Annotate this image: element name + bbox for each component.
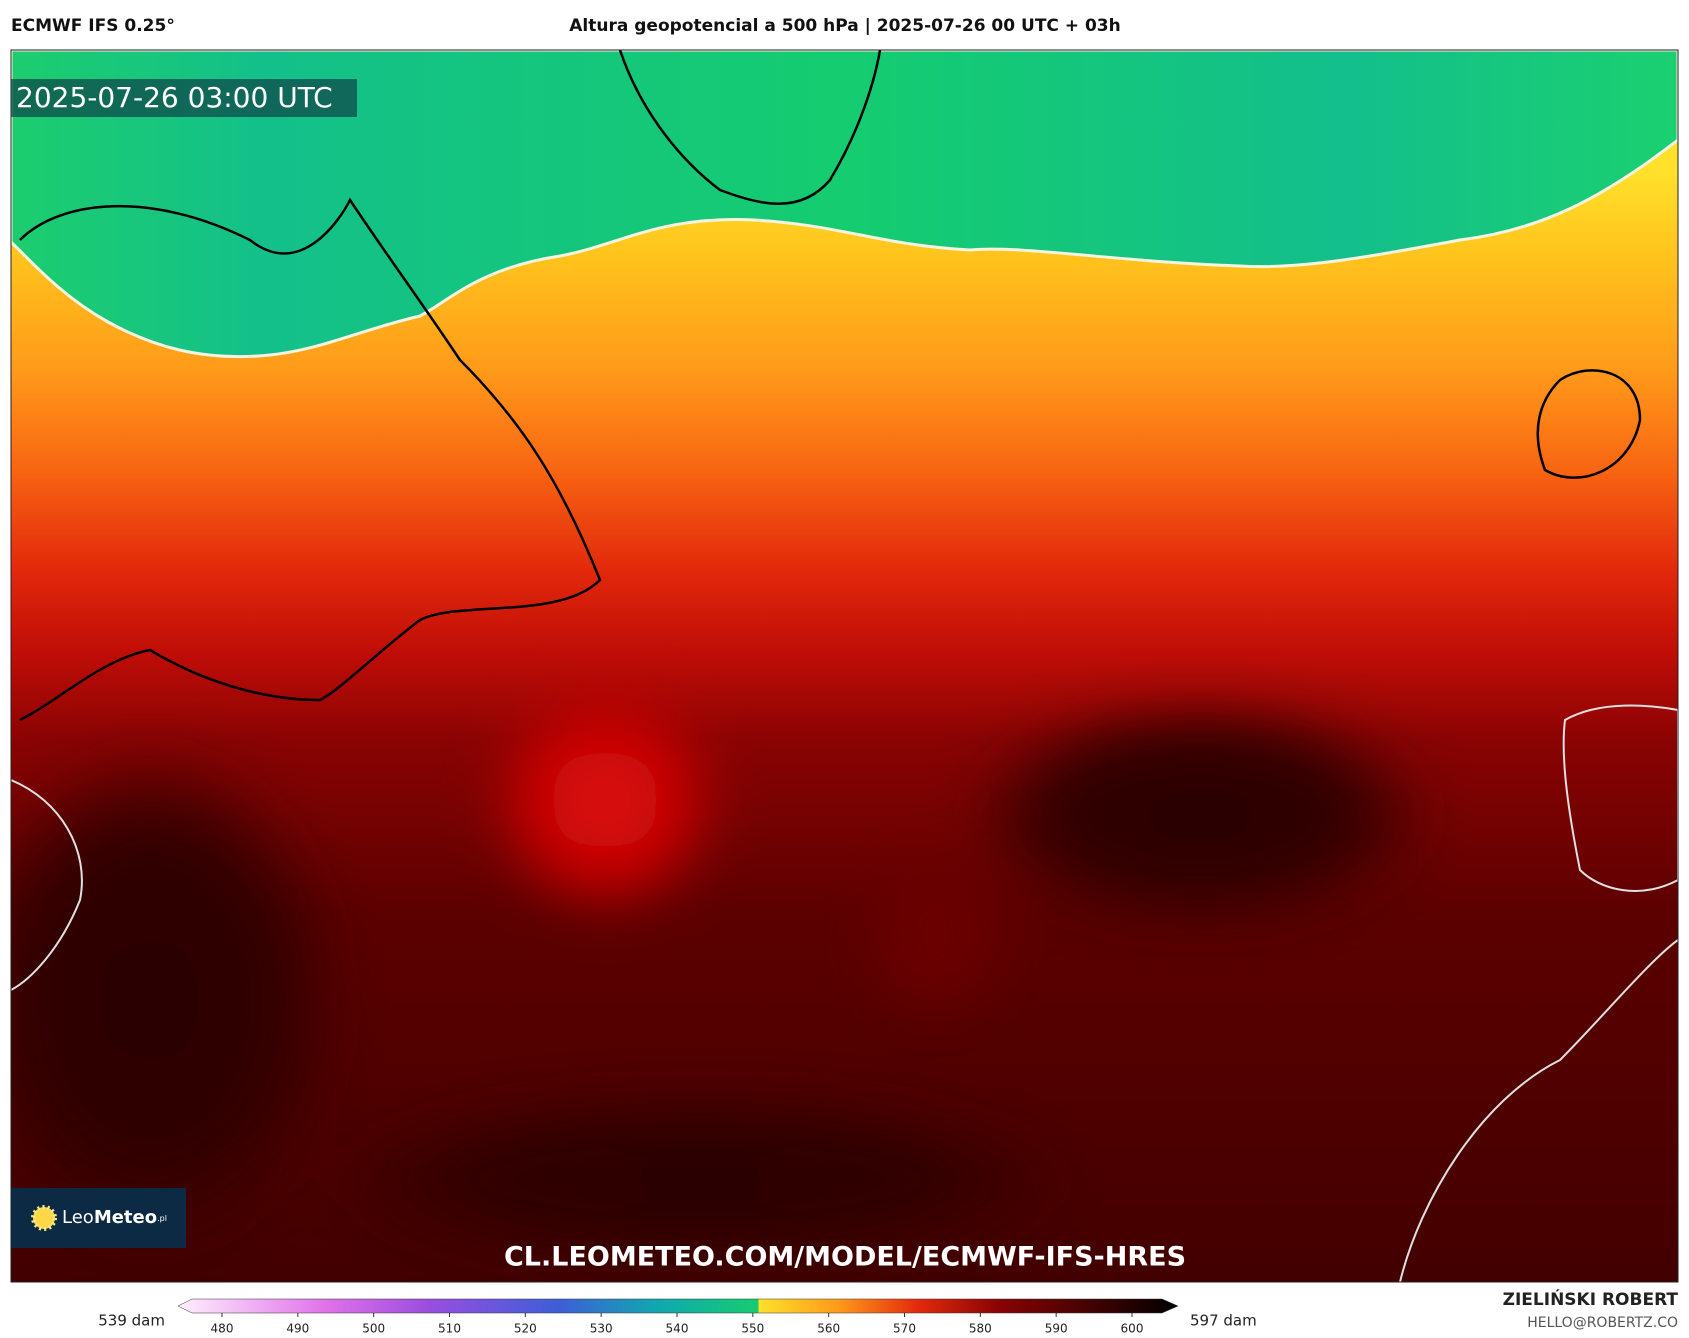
colorbar-tick-label: 570 (893, 1322, 916, 1336)
map-field (11, 50, 1678, 1282)
colorbar-tick-label: 550 (741, 1322, 764, 1336)
valid-time: 2025-07-26 03:00 UTC (16, 81, 333, 114)
map-title: Altura geopotencial a 500 hPa | 2025-07-… (569, 16, 1120, 36)
timestamp-box (11, 79, 357, 117)
logo-name: Leo (62, 1207, 94, 1228)
land-borders (11, 704, 1678, 1282)
logo-suffix: .pl (157, 1214, 167, 1223)
field-features (11, 680, 1440, 1270)
logo: LeoMeteo.pl (62, 1207, 167, 1228)
colorbar-tick-label: 560 (817, 1322, 840, 1336)
model-name: ECMWF IFS 0.25° (11, 16, 175, 36)
colorbar-tick-label: 510 (438, 1322, 461, 1336)
low-height-region (11, 50, 1678, 359)
colorbar-tick-label: 500 (362, 1322, 385, 1336)
colorbar-ticks: 480 490 500 510 520 530 540 550 560 570 580 590 600 (211, 1313, 1144, 1336)
author: ZIELIŃSKI ROBERT (1503, 1288, 1679, 1310)
colorbar-max-label: 597 dam (1190, 1312, 1257, 1330)
colorbar-tick-label: 600 (1121, 1322, 1144, 1336)
source-url: CL.LEOMETEO.COM/MODEL/ECMWF-IFS-HRES (504, 1242, 1186, 1273)
colorbar-min-label: 539 dam (98, 1312, 165, 1330)
logo-brand: Meteo (94, 1207, 157, 1228)
colorbar-tick-label: 540 (666, 1322, 689, 1336)
colorbar-tick-label: 490 (286, 1322, 309, 1336)
logo-sun (31, 1205, 57, 1231)
author-email: HELLO@ROBERTZ.CO (1527, 1315, 1678, 1331)
colorbar-tick-label: 590 (1045, 1322, 1068, 1336)
coastlines (19, 50, 1642, 722)
colorbar-tick-label: 480 (211, 1322, 234, 1336)
colorbar-tick-label: 580 (969, 1322, 992, 1336)
colorbar-tick-label: 520 (514, 1322, 537, 1336)
map-frame (10, 49, 1679, 1283)
colorbar (177, 1298, 1179, 1314)
colorbar-tick-label: 530 (590, 1322, 613, 1336)
